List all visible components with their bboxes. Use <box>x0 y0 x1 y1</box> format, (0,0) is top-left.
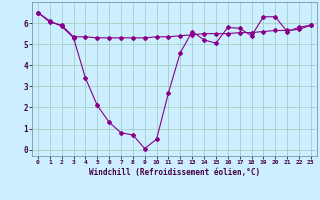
X-axis label: Windchill (Refroidissement éolien,°C): Windchill (Refroidissement éolien,°C) <box>89 168 260 177</box>
